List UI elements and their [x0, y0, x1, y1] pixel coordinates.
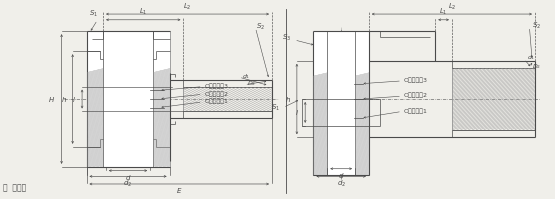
Text: $D_2$: $D_2$: [532, 62, 541, 71]
Text: 图  结构图: 图 结构图: [3, 183, 27, 192]
Text: O形密封圈3: O形密封圈3: [403, 78, 428, 83]
Text: $d_1$: $d_1$: [527, 54, 535, 62]
Text: $d$: $d$: [338, 171, 345, 180]
Text: O形密封圈2: O形密封圈2: [403, 93, 428, 98]
Text: $d_1$: $d_1$: [241, 72, 250, 81]
Text: $S_2$: $S_2$: [532, 20, 541, 31]
Polygon shape: [87, 31, 169, 167]
Text: O形密封圈1: O形密封圈1: [403, 108, 427, 114]
Text: $H$: $H$: [48, 95, 55, 103]
Text: $L_1$: $L_1$: [139, 7, 148, 18]
Text: $S_1$: $S_1$: [89, 9, 98, 19]
Polygon shape: [314, 31, 369, 175]
Text: $D_2$: $D_2$: [247, 79, 256, 88]
Text: $S_2$: $S_2$: [256, 21, 265, 32]
Text: $d$: $d$: [125, 173, 132, 182]
Text: O形密封圈2: O形密封圈2: [204, 91, 229, 97]
Text: $E$: $E$: [176, 186, 183, 195]
Text: $l$: $l$: [72, 95, 75, 103]
Text: $d_2$: $d_2$: [337, 179, 346, 189]
Text: $h$: $h$: [285, 95, 291, 103]
Text: O形密封圈1: O形密封圈1: [204, 99, 228, 104]
Text: $S_3$: $S_3$: [282, 33, 291, 43]
Text: $L_1$: $L_1$: [440, 7, 448, 18]
Text: $L_2$: $L_2$: [183, 2, 192, 12]
Text: $S_1$: $S_1$: [271, 102, 280, 113]
Text: $l$: $l$: [295, 108, 299, 117]
Text: $h$: $h$: [62, 95, 67, 103]
Text: $L_2$: $L_2$: [448, 2, 456, 12]
Text: $d_2$: $d_2$: [123, 179, 133, 189]
Text: O形密封圈3: O形密封圈3: [204, 83, 229, 89]
